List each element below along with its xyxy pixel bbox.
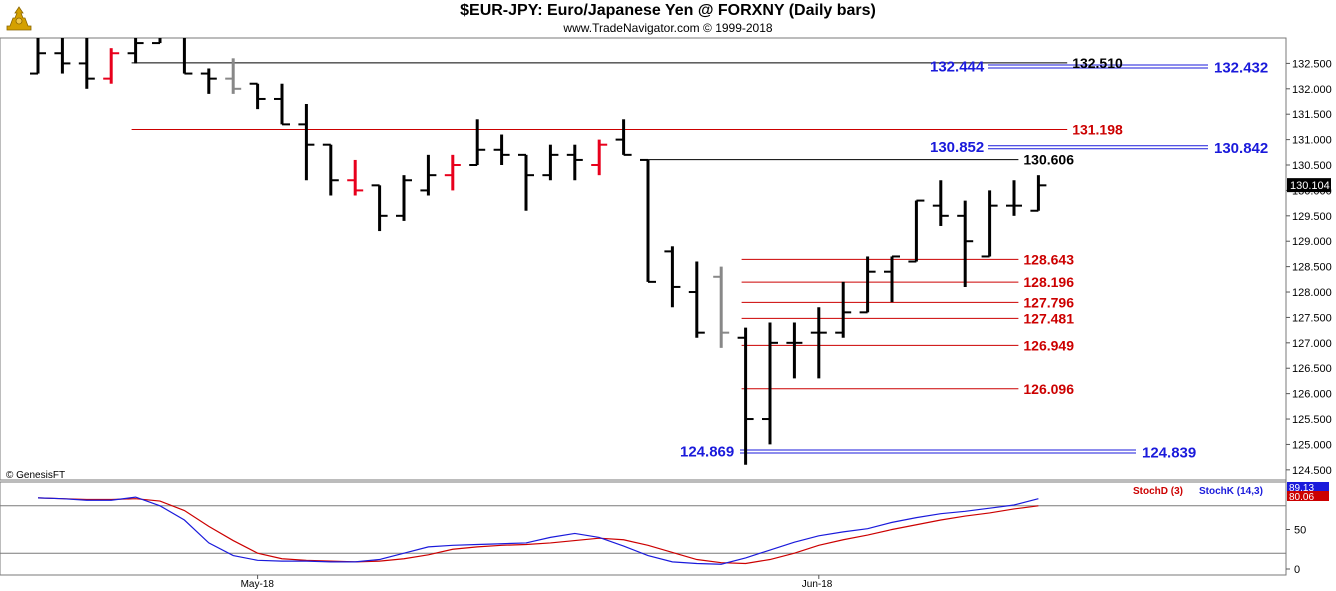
level-label: 128.196 (1023, 274, 1074, 290)
blue-level-left-label: 130.852 (930, 139, 984, 156)
price-tick-label: 125.000 (1292, 439, 1332, 451)
price-tick-label: 126.500 (1292, 363, 1332, 375)
osc-tick-label: 50 (1294, 525, 1306, 537)
osc-legend-label: StochD (3) (1133, 486, 1183, 497)
level-label: 127.481 (1023, 310, 1074, 326)
osc-value-box-d (1287, 491, 1329, 501)
osc-series-line (37, 497, 1039, 565)
price-tick-label: 132.500 (1292, 58, 1332, 70)
blue-level-right-label: 130.842 (1214, 140, 1268, 157)
price-tick-label: 131.000 (1292, 135, 1332, 147)
price-tick-label: 125.500 (1292, 414, 1332, 426)
blue-level-left-label: 132.444 (930, 58, 985, 75)
chart-subtitle: www.TradeNavigator.com © 1999-2018 (563, 21, 773, 35)
x-tick-label: Jun-18 (802, 579, 833, 590)
ohlc-bars (30, 38, 1047, 465)
price-tick-label: 131.500 (1292, 109, 1332, 121)
price-tick-label: 127.000 (1292, 338, 1332, 350)
x-tick-label: May-18 (241, 579, 275, 590)
osc-series-line (37, 496, 1039, 565)
trade-navigator-logo-icon (4, 4, 34, 34)
price-tick-label: 130.500 (1292, 160, 1332, 172)
price-tick-label: 128.500 (1292, 262, 1332, 274)
level-label: 130.606 (1023, 152, 1074, 168)
level-label: 131.198 (1072, 122, 1123, 138)
chart-header: $EUR-JPY: Euro/Japanese Yen @ FORXNY (Da… (0, 0, 1336, 38)
price-tick-label: 128.000 (1292, 287, 1332, 299)
osc-value-label: 89.13 (1289, 483, 1314, 494)
osc-value-label: 80.06 (1289, 492, 1314, 503)
level-label: 126.096 (1023, 381, 1074, 397)
blue-level-right-label: 132.432 (1214, 59, 1268, 76)
blue-level-left-label: 124.869 (680, 444, 734, 461)
chart-title: $EUR-JPY: Euro/Japanese Yen @ FORXNY (Da… (460, 2, 876, 19)
osc-value-box-k (1287, 482, 1329, 492)
price-tick-label: 129.500 (1292, 211, 1332, 223)
price-tick-label: 126.000 (1292, 389, 1332, 401)
price-panel (0, 37, 1287, 481)
copyright-label: © GenesisFT (6, 470, 65, 481)
last-price-label: 130.104 (1290, 180, 1330, 192)
last-price-box (1287, 178, 1331, 193)
price-tick-label: 127.500 (1292, 312, 1332, 324)
level-label: 126.949 (1023, 337, 1074, 353)
osc-tick-label: 0 (1294, 564, 1300, 576)
level-label: 128.643 (1023, 251, 1074, 267)
osc-legend-label: StochK (14,3) (1199, 486, 1263, 497)
level-label: 132.510 (1072, 55, 1123, 71)
level-label: 127.796 (1023, 294, 1074, 310)
blue-level-right-label: 124.839 (1142, 445, 1196, 462)
price-tick-label: 129.000 (1292, 236, 1332, 248)
price-tick-label: 124.500 (1292, 465, 1332, 477)
price-tick-label: 132.000 (1292, 84, 1332, 96)
